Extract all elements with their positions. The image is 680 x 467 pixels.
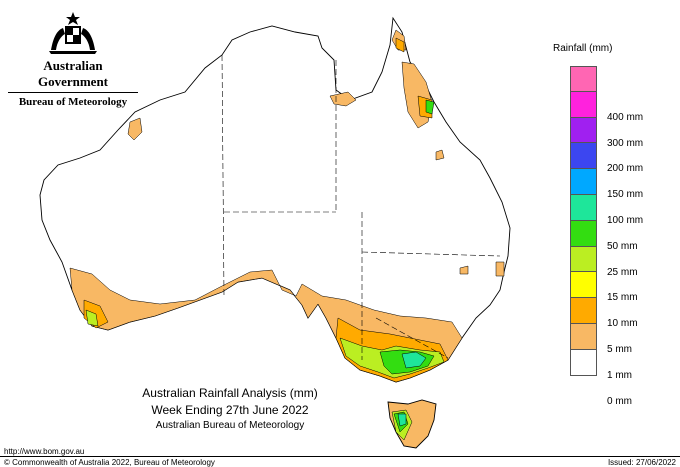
- legend-row: 1 mm: [570, 349, 670, 381]
- website-link[interactable]: http://www.bom.gov.au: [4, 447, 85, 456]
- government-logo: Australian Government Bureau of Meteorol…: [8, 10, 138, 108]
- legend-row: 150 mm: [570, 169, 670, 200]
- caption-title: Australian Rainfall Analysis (mm): [142, 386, 318, 400]
- legend-label: 400 mm: [607, 111, 644, 123]
- legend-row: 300 mm: [570, 117, 670, 149]
- legend-label: 15 mm: [607, 292, 638, 304]
- government-title: Australian Government: [8, 58, 138, 93]
- map-caption: Australian Rainfall Analysis (mm) Week E…: [120, 386, 340, 431]
- legend-row: 15 mm: [570, 272, 670, 303]
- coat-of-arms-icon: [49, 12, 97, 54]
- legend-row: 0 mm: [570, 376, 670, 407]
- legend-row: 50 mm: [570, 220, 670, 252]
- legend-title: Rainfall (mm): [553, 43, 613, 54]
- legend-swatch: [570, 117, 597, 144]
- legend: 400 mm 300 mm 200 mm 150 mm 100 mm 50 mm 25 mm…: [570, 66, 670, 407]
- legend-label: 5 mm: [607, 343, 632, 355]
- rainfall-50mm-regions: [397, 351, 427, 427]
- caption-period: Week Ending 27th June 2022: [151, 403, 309, 417]
- legend-row: 25 mm: [570, 246, 670, 278]
- legend-swatch: [570, 194, 597, 221]
- footer-divider: [0, 456, 680, 457]
- state-borders: [221, 54, 501, 360]
- legend-swatch: [570, 272, 597, 299]
- legend-label: 200 mm: [607, 163, 644, 175]
- caption-source: Australian Bureau of Meteorology: [155, 420, 305, 431]
- legend-swatch: [570, 323, 597, 350]
- legend-swatch: [570, 91, 597, 118]
- legend-label: 150 mm: [607, 189, 644, 201]
- legend-row: 10 mm: [570, 298, 670, 329]
- legend-swatch: [570, 298, 597, 324]
- legend-label: 300 mm: [607, 137, 644, 149]
- legend-row: 400 mm: [570, 91, 670, 123]
- legend-swatch: [570, 143, 597, 170]
- legend-label: 100 mm: [607, 214, 644, 226]
- legend-label: 1 mm: [607, 369, 632, 381]
- issued-date: Issued: 27/06/2022: [607, 458, 676, 467]
- legend-row: [570, 66, 670, 92]
- copyright-text: © Commonwealth of Australia 2022, Bureau…: [4, 458, 215, 467]
- legend-label: 0 mm: [607, 395, 632, 407]
- legend-swatch: [570, 246, 597, 273]
- legend-row: 100 mm: [570, 194, 670, 226]
- legend-label: 25 mm: [607, 266, 638, 278]
- legend-swatch: [570, 220, 597, 247]
- legend-swatch: [570, 349, 597, 376]
- agency-title: Bureau of Meteorology: [18, 96, 128, 108]
- legend-row: 200 mm: [570, 143, 670, 174]
- legend-swatch: [570, 66, 597, 92]
- legend-label: 50 mm: [607, 240, 638, 252]
- legend-row: 5 mm: [570, 323, 670, 355]
- legend-label: 10 mm: [607, 318, 638, 330]
- legend-swatch: [570, 169, 597, 195]
